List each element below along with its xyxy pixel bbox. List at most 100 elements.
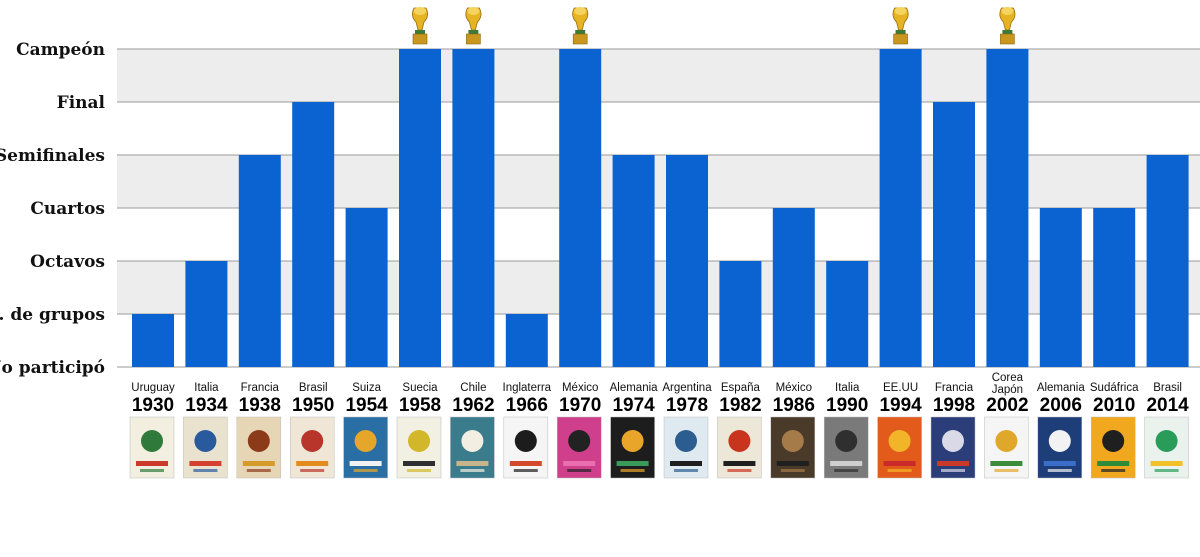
poster-shape — [1155, 430, 1178, 452]
poster-strip — [563, 461, 596, 466]
poster-shape — [514, 430, 537, 452]
world-cup-trophy-icon — [572, 7, 589, 45]
y-tick-label: Octavos — [30, 252, 105, 272]
bar-1994 — [879, 49, 922, 367]
bar-1934 — [185, 261, 228, 367]
poster-strip — [1101, 469, 1126, 472]
poster-strip — [242, 461, 275, 466]
x-tick-country: México — [562, 382, 598, 394]
poster-strip — [776, 461, 809, 466]
world-cup-poster-icon — [823, 416, 869, 479]
world-cup-trophy-icon — [412, 7, 428, 45]
trophy-band — [468, 30, 479, 34]
bar-1930 — [132, 314, 174, 367]
bar-1938 — [238, 155, 281, 367]
poster-bg — [823, 416, 869, 479]
poster-shape — [728, 430, 751, 452]
x-tick-country: Inglaterra — [503, 382, 552, 394]
poster-shape — [354, 430, 377, 452]
bar-1990 — [826, 261, 869, 367]
bar-1962 — [452, 49, 495, 367]
trophy-base — [412, 33, 428, 45]
poster-strip — [300, 469, 325, 472]
x-tick-year: 1934 — [185, 395, 228, 416]
world-cup-poster-icon — [396, 416, 442, 479]
x-tick-year: 1982 — [719, 395, 761, 416]
y-axis-labels: No participó F. de grupos Octavos Cuartos Se… — [0, 40, 106, 378]
poster-shape — [1102, 430, 1125, 452]
x-tick-year: 1966 — [506, 395, 548, 416]
world-cup-poster-icon — [1090, 416, 1136, 479]
poster-strip — [780, 469, 805, 472]
poster-strip — [1097, 461, 1130, 466]
poster-strip — [620, 469, 645, 472]
poster-shape — [835, 430, 858, 452]
x-tick-country: Francia — [935, 382, 974, 394]
world-cup-poster-icon — [877, 416, 922, 479]
bar-2002 — [986, 49, 1029, 367]
x-tick-year: 1990 — [826, 395, 868, 416]
x-tick-country: Brasil — [299, 382, 328, 394]
world-cup-trophy-icon — [892, 7, 909, 45]
poster-strip — [670, 461, 702, 466]
poster-shape — [781, 430, 804, 452]
poster-shape — [461, 430, 484, 452]
poster-shape — [995, 430, 1018, 452]
y-tick-label: Campeón — [16, 40, 105, 60]
bar-2010 — [1093, 208, 1136, 367]
poster-strip — [883, 461, 916, 466]
x-tick-country: Alemania — [1037, 382, 1086, 394]
poster-strip — [349, 461, 382, 466]
bar-1950 — [292, 102, 335, 367]
world-cup-poster-icon — [770, 416, 816, 479]
poster-strip — [937, 461, 969, 466]
bar-1970 — [559, 49, 602, 367]
trophy-globe — [894, 7, 907, 15]
trophy-band — [1002, 30, 1013, 34]
x-tick-year: 1974 — [612, 395, 655, 416]
x-tick-country: Chile — [460, 382, 486, 394]
x-tick-year: 2002 — [986, 395, 1028, 416]
world-cup-poster-icon — [129, 416, 175, 479]
poster-strip — [353, 469, 378, 472]
poster-strip — [727, 469, 752, 472]
x-tick-country: Sudáfrica — [1090, 382, 1139, 394]
trophy-band — [895, 30, 906, 34]
x-tick-year: 1970 — [559, 395, 601, 416]
poster-shape — [621, 430, 644, 452]
x-tick-year: 1938 — [239, 395, 281, 416]
grid-band — [117, 49, 1200, 102]
poster-strip — [887, 469, 912, 472]
poster-shape — [141, 430, 163, 452]
bar-2014 — [1146, 155, 1189, 367]
poster-strip — [460, 469, 485, 472]
poster-shape — [301, 430, 324, 452]
poster-strip — [189, 461, 222, 466]
x-tick-year: 1998 — [933, 395, 975, 416]
trophy-globe — [414, 7, 426, 15]
trophy-globe — [467, 7, 480, 15]
poster-shape — [1048, 430, 1071, 452]
y-tick-label: No participó — [0, 358, 105, 378]
x-tick-year: 1930 — [132, 395, 174, 416]
bar-1974 — [612, 155, 655, 367]
poster-strip — [674, 469, 698, 472]
x-tick-year: 1954 — [345, 395, 388, 416]
poster-strip — [407, 469, 431, 472]
poster-shape — [568, 430, 591, 452]
x-tick-country: Italia — [835, 382, 860, 394]
x-tick-country: Alemania — [610, 382, 659, 394]
poster-strip — [193, 469, 218, 472]
trophies — [412, 7, 1016, 45]
trophy-band — [415, 30, 425, 34]
x-tick-country: Brasil — [1153, 382, 1182, 394]
x-tick-year: 1950 — [292, 395, 334, 416]
poster-strip — [941, 469, 965, 472]
bars — [132, 49, 1189, 367]
trophy-base — [572, 33, 588, 45]
poster-strip — [1150, 461, 1183, 466]
trophy-band — [575, 30, 586, 34]
bar-1982 — [719, 261, 762, 367]
x-tick-country: Japón — [992, 384, 1023, 396]
